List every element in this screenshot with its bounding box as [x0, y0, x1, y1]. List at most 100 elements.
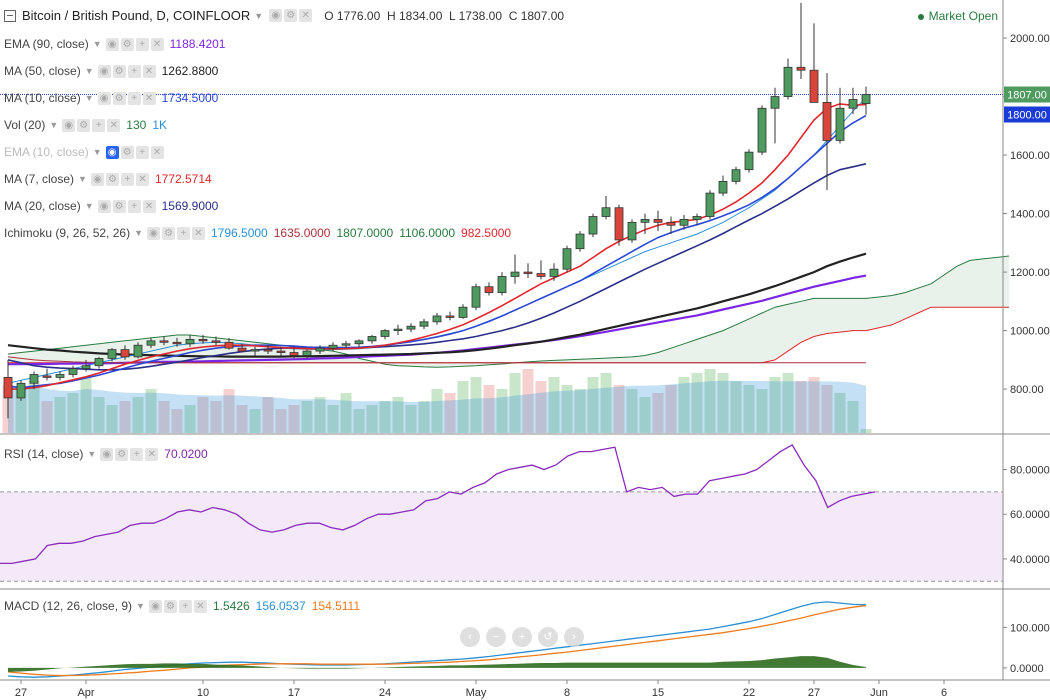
add-icon[interactable]: + [127, 199, 141, 213]
time-tick-label: Jun [870, 687, 888, 699]
candle-body [354, 340, 364, 345]
volume-bar [132, 397, 144, 433]
eye-icon[interactable]: ◉ [105, 37, 119, 51]
add-icon[interactable]: + [178, 599, 192, 613]
eye-icon[interactable]: ◉ [269, 9, 283, 22]
close-icon[interactable]: ✕ [142, 64, 156, 78]
legend-label[interactable]: Vol (20) [4, 118, 46, 132]
eye-icon[interactable]: ◉ [97, 64, 111, 78]
close-icon[interactable]: ✕ [107, 118, 121, 132]
rsi-line [0, 444, 876, 565]
gear-icon[interactable]: ⚙ [163, 599, 177, 613]
legend-label[interactable]: MA (50, close) [4, 64, 81, 78]
volume-bar [574, 389, 586, 433]
gear-icon[interactable]: ⚙ [120, 145, 134, 159]
chevron-down-icon[interactable]: ▼ [84, 201, 94, 211]
eye-icon[interactable]: ◉ [62, 118, 76, 132]
eye-icon[interactable]: ◉ [90, 172, 104, 186]
gear-icon[interactable]: ⚙ [284, 9, 298, 22]
volume-bar [184, 405, 196, 433]
scroll-right-icon[interactable]: › [564, 627, 584, 647]
candle-body [744, 151, 754, 171]
chevron-down-icon[interactable]: ▼ [136, 601, 145, 611]
gear-icon[interactable]: ⚙ [112, 199, 126, 213]
chevron-down-icon[interactable]: ▼ [87, 449, 97, 459]
time-tick-label: 8 [564, 687, 570, 699]
chevron-down-icon[interactable]: ▼ [92, 147, 102, 157]
axes [0, 0, 1050, 681]
zoom-in-icon[interactable]: + [512, 627, 532, 647]
chevron-down-icon[interactable]: ▼ [134, 228, 143, 238]
close-icon[interactable]: ✕ [150, 145, 164, 159]
eye-icon[interactable]: ◉ [97, 199, 111, 213]
close-icon[interactable]: ✕ [150, 37, 164, 51]
candlesticks [3, 2, 871, 419]
chevron-down-icon[interactable]: ▼ [49, 120, 59, 130]
candle-body [211, 340, 221, 343]
ma7-line [8, 103, 867, 390]
symbol-title[interactable]: Bitcoin / British Pound, D, COINFLOOR [22, 8, 251, 23]
price-tick-label: 2000.00 [1010, 33, 1050, 45]
add-icon[interactable]: + [135, 37, 149, 51]
eye-icon[interactable]: ◉ [100, 447, 114, 461]
gear-icon[interactable]: ⚙ [77, 118, 91, 132]
candle-body [289, 352, 299, 356]
legend-label[interactable]: MA (7, close) [4, 172, 75, 186]
legend-label[interactable]: RSI (14, close) [4, 447, 84, 461]
chevron-down-icon[interactable]: ▼ [84, 93, 94, 103]
volume-bar [314, 397, 326, 433]
chevron-down-icon[interactable]: ▼ [254, 10, 264, 21]
close-icon[interactable]: ✕ [142, 199, 156, 213]
candle-body [367, 336, 377, 342]
close-icon[interactable]: ✕ [142, 91, 156, 105]
volume-bar [522, 369, 534, 433]
legend-label[interactable]: EMA (10, close) [4, 145, 89, 159]
ma-price-tag [1004, 106, 1050, 123]
candle-body [432, 315, 442, 323]
time-tick-label: 17 [288, 687, 300, 699]
gear-icon[interactable]: ⚙ [115, 447, 129, 461]
add-icon[interactable]: + [127, 91, 141, 105]
eye-icon[interactable]: ◉ [105, 145, 119, 159]
gear-icon[interactable]: ⚙ [112, 64, 126, 78]
close-icon[interactable]: ✕ [145, 447, 159, 461]
close-icon[interactable]: ✕ [135, 172, 149, 186]
candle-body [81, 365, 91, 370]
legend-label[interactable]: EMA (90, close) [4, 37, 89, 51]
close-icon[interactable]: ✕ [299, 9, 313, 22]
gear-icon[interactable]: ⚙ [112, 91, 126, 105]
add-icon[interactable]: + [135, 145, 149, 159]
add-icon[interactable]: + [127, 64, 141, 78]
add-icon[interactable]: + [177, 226, 190, 240]
scroll-left-icon[interactable]: ‹ [460, 627, 480, 647]
close-icon[interactable]: ✕ [193, 599, 207, 613]
eye-icon[interactable]: ◉ [97, 91, 111, 105]
legend-label[interactable]: MA (20, close) [4, 199, 81, 213]
volume-bar [15, 389, 27, 433]
candle-body [770, 96, 780, 109]
chevron-down-icon[interactable]: ▼ [92, 39, 102, 49]
close-icon[interactable]: ✕ [192, 226, 205, 240]
gear-icon[interactable]: ⚙ [105, 172, 119, 186]
zoom-out-icon[interactable]: − [486, 627, 506, 647]
chevron-down-icon[interactable]: ▼ [78, 174, 87, 184]
legend-label[interactable]: Ichimoku (9, 26, 52, 26) [4, 226, 131, 240]
time-tick-label: 27 [15, 687, 27, 699]
volume-bar [652, 393, 664, 433]
legend-value: 70.0200 [164, 447, 208, 461]
chevron-down-icon[interactable]: ▼ [84, 66, 94, 76]
gear-icon[interactable]: ⚙ [162, 226, 175, 240]
legend-value: 1K [152, 118, 167, 132]
legend-label[interactable]: MA (10, close) [4, 91, 81, 105]
reset-icon[interactable]: ↺ [538, 627, 558, 647]
eye-icon[interactable]: ◉ [147, 226, 160, 240]
eye-icon[interactable]: ◉ [148, 599, 162, 613]
gear-icon[interactable]: ⚙ [120, 37, 134, 51]
collapse-icon[interactable] [4, 9, 16, 22]
add-icon[interactable]: + [120, 172, 134, 186]
price-tick-label: 1200.00 [1010, 267, 1050, 279]
add-icon[interactable]: + [130, 447, 144, 461]
add-icon[interactable]: + [92, 118, 106, 132]
legend-label[interactable]: MACD (12, 26, close, 9) [4, 599, 133, 613]
